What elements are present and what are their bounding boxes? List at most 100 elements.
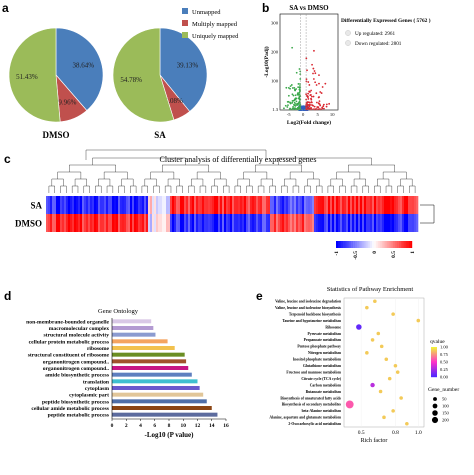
volcano-point [299,101,301,104]
dendrogram-branch [243,171,268,179]
heatmap-cell [244,214,247,232]
heatmap-cell [342,214,345,232]
heatmap-row-label: DMSO [15,219,42,229]
heatmap-cell [296,214,299,232]
heatmap-cell [350,214,353,232]
pie-slice [8,27,61,123]
pie-slice-label: 9.96% [58,98,76,106]
heatmap-cell [104,196,107,214]
heatmap-cell [366,196,369,214]
dendrogram-branch [289,171,314,179]
heatmap-cell [264,196,267,214]
heatmap-cell [412,196,415,214]
heatmap-cell [368,196,371,214]
heatmap-cell [136,214,139,232]
heatmap-cell [254,196,257,214]
colorbar-segment [355,241,358,248]
heatmap-cell [228,196,231,214]
go-category-label: organonitrogen compound.. [43,366,110,372]
heatmap-cell [112,196,115,214]
volcano-point [310,97,312,100]
heatmap-cell [188,196,191,214]
heatmap-cell [316,214,319,232]
colorbar-segment [394,241,397,248]
enrichment-point [345,400,354,409]
panel-letter-d: d [4,289,11,303]
legend-swatch [182,20,188,26]
heatmap-cell [186,214,189,232]
heatmap-cell [398,196,401,214]
volcano-point [310,106,312,109]
heatmap-cell [320,214,323,232]
size-legend-marker [432,410,438,416]
dendrogram-branch [397,185,404,193]
go-bar [112,412,218,417]
x-tick-label: 0.5 [358,430,365,436]
panel-letter-c: c [4,152,11,166]
dendrogram-branch [95,185,102,193]
colorbar-segment [347,241,350,248]
volcano-point [323,107,325,110]
dendrogram-branch [362,185,369,193]
colorbar-segment [431,356,437,358]
x-tick-label: -5 [287,112,292,117]
heatmap-cell [250,196,253,214]
heatmap-cell [280,214,283,232]
dendrogram-branch [260,178,273,186]
dendrogram-branch [374,185,381,193]
heatmap-cell [100,214,103,232]
volcano-point [314,72,317,75]
heatmap-cell [72,214,75,232]
heatmap-cell [70,214,73,232]
heatmap-cell [284,214,287,232]
heatmap-cell [318,214,321,232]
x-axis-label: Rich factor [361,437,388,444]
heatmap-cell [266,196,269,214]
heatmap-cell [108,214,111,232]
legend-swatch [182,32,188,38]
volcano-point [287,86,290,89]
colorbar-segment [362,241,365,248]
dendrogram-branch [353,178,366,186]
volcano-point [289,87,291,90]
heatmap-cell [180,214,183,232]
heatmap-cell [172,214,175,232]
heatmap-cell [404,214,407,232]
colorbar-segment [431,367,437,369]
heatmap-cell [82,214,85,232]
pie-chart-dmso: 38.64% 9.96% 51.43% DMSO [8,27,104,140]
heatmap-cell [76,196,79,214]
pie-slice [55,27,104,111]
heatmap-cell [330,214,333,232]
colorbar-segment [375,241,378,248]
heatmap-cell [286,196,289,214]
volcano-point [293,86,296,89]
heatmap-cell [186,196,189,214]
dendrogram-branch [339,185,346,193]
volcano-point [285,86,288,89]
volcano-point [318,82,320,85]
volcano-point [309,103,312,106]
pathway-label: Ribosome [325,325,341,329]
x-tick-label: 16 [223,423,229,429]
heatmap-cell [362,214,365,232]
heatmap-cell [314,214,317,232]
heatmap-cell [176,214,179,232]
heatmap-cell [102,196,105,214]
heatmap-cell [124,196,127,214]
enrichment-point [391,312,395,316]
heatmap-cell [80,196,83,214]
pathway-label: Terpenoid backbone biosynthesis [289,312,342,316]
heatmap-cell [300,196,303,214]
volcano-point [296,107,299,110]
heatmap-cell [356,214,359,232]
heatmap-cell [370,196,373,214]
heatmap-cell [154,196,157,214]
heatmap-cell [270,196,273,214]
volcano-point [291,101,294,104]
go-category-label: non-membrane-bounded organelle [26,319,109,325]
heatmap-cell [180,196,183,214]
heatmap-cell [208,196,211,214]
volcano-point [322,103,325,106]
colorbar-segment [431,362,437,364]
